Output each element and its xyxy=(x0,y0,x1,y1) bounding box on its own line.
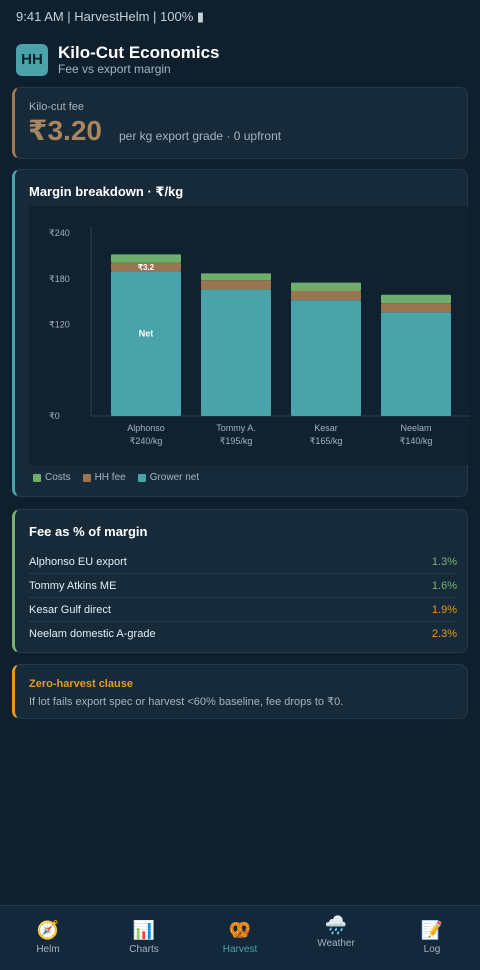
x-tick-label: Alphonso xyxy=(127,423,165,433)
clause-text: If lot fails export spec or harvest <60%… xyxy=(29,696,344,708)
bottom-nav: 🧭 Helm 📊 Charts 🥨 Harvest 🌧️ Weather 📝 Log xyxy=(0,905,480,970)
bar-costs xyxy=(201,273,271,281)
y-tick-label: ₹120 xyxy=(49,320,70,330)
net-data-label: Net xyxy=(139,328,154,338)
margin-chart-svg: ₹240 ₹180 ₹120 ₹0 Alphonso ₹240/kg Tommy A. ₹19… xyxy=(49,226,470,446)
bar-grower-net xyxy=(201,289,271,416)
list-item-label: Kesar Gulf direct xyxy=(29,603,111,616)
bar-hh-fee xyxy=(381,303,451,313)
page-subtitle: Fee vs export margin xyxy=(58,62,171,76)
margin-chart: ₹240 ₹180 ₹120 ₹0 Alphonso ₹240/kg Tommy A. ₹19… xyxy=(29,206,470,465)
legend-swatch xyxy=(33,473,41,482)
bar-grower-net xyxy=(381,312,451,416)
nav-label: Charts xyxy=(129,944,159,955)
legend-item: HH fee xyxy=(82,472,126,483)
bar-costs xyxy=(291,282,361,291)
x-tick-sublabel: ₹165/kg xyxy=(310,436,343,446)
list-item-label: Neelam domestic A-grade xyxy=(29,628,156,640)
legend-item: Costs xyxy=(33,472,71,483)
legend-label: Costs xyxy=(45,472,71,483)
list-item-value: 1.3% xyxy=(431,555,457,568)
nav-item-helm[interactable]: 🧭 Helm xyxy=(0,906,96,970)
y-tick-label: ₹0 xyxy=(49,411,60,421)
bar-costs xyxy=(381,294,451,304)
nav-item-weather[interactable]: 🌧️ Weather xyxy=(288,906,384,970)
app-header: HH Kilo-Cut Economics Fee vs export marg… xyxy=(16,43,220,76)
status-bar: 9:41 AM | HarvestHelm | 100% ▮ xyxy=(16,9,205,24)
harvest-icon: 🥨 xyxy=(228,920,252,940)
list-item: Kesar Gulf direct 1.9% xyxy=(29,598,457,622)
bar-grower-net xyxy=(291,300,361,416)
fee-note: per kg export grade · 0 upfront xyxy=(119,129,282,143)
charts-icon: 📊 xyxy=(132,920,156,940)
bar-grower-net xyxy=(111,271,181,416)
nav-label: Weather xyxy=(317,938,355,949)
bar-hh-fee xyxy=(291,290,361,301)
margin-card-title: Margin breakdown · ₹/kg xyxy=(29,184,184,199)
nav-item-log[interactable]: 📝 Log xyxy=(384,906,480,970)
list-item: Neelam domestic A-grade 2.3% xyxy=(29,622,457,646)
x-tick-label: Neelam xyxy=(400,423,431,433)
list-item-value: 2.3% xyxy=(431,628,457,640)
list-item-label: Alphonso EU export xyxy=(29,555,127,568)
nav-label: Harvest xyxy=(222,944,258,955)
y-tick-label: ₹180 xyxy=(49,274,70,284)
legend-item: Grower net xyxy=(137,472,200,483)
legend-label: HH fee xyxy=(94,472,126,483)
nav-label: Helm xyxy=(36,944,60,955)
zero-harvest-clause-card: Zero-harvest clause If lot fails export … xyxy=(12,664,468,719)
app-logo: HH xyxy=(16,43,48,76)
legend-label: Grower net xyxy=(149,472,200,483)
nav-item-charts[interactable]: 📊 Charts xyxy=(96,906,192,970)
fee-value: ₹3.20 xyxy=(28,115,102,146)
log-icon: 📝 xyxy=(420,920,444,940)
x-tick-sublabel: ₹240/kg xyxy=(130,436,163,446)
fee-data-label: ₹3.2 xyxy=(138,263,155,272)
helm-icon: 🧭 xyxy=(36,920,60,940)
list-item-value: 1.9% xyxy=(431,603,457,616)
legend-swatch xyxy=(82,473,91,482)
x-tick-sublabel: ₹140/kg xyxy=(400,436,433,446)
fee-card: Kilo-cut fee ₹3.20 per kg export grade ·… xyxy=(12,87,468,159)
list-item: Alphonso EU export 1.3% xyxy=(29,550,457,574)
margin-breakdown-card: Margin breakdown · ₹/kg ₹240 ₹180 ₹120 ₹0 Al… xyxy=(12,169,470,497)
fee-label: Kilo-cut fee xyxy=(29,101,85,113)
nav-item-harvest[interactable]: 🥨 Harvest xyxy=(192,906,288,970)
list-item-value: 1.6% xyxy=(431,579,457,592)
page-title: Kilo-Cut Economics xyxy=(58,43,220,62)
bar-costs xyxy=(111,254,181,263)
list-item-label: Tommy Atkins ME xyxy=(29,579,117,592)
bar-hh-fee xyxy=(111,262,181,272)
x-tick-sublabel: ₹195/kg xyxy=(220,436,253,446)
chart-legend: Costs HH fee Grower net xyxy=(33,472,199,483)
fee-percent-card: Fee as % of margin Alphonso EU export 1.3… xyxy=(12,509,468,653)
fee-percent-title: Fee as % of margin xyxy=(29,524,148,539)
list-item: Tommy Atkins ME 1.6% xyxy=(29,574,457,598)
legend-swatch xyxy=(137,473,146,482)
x-tick-label: Kesar xyxy=(314,423,338,433)
x-tick-label: Tommy A. xyxy=(216,423,256,433)
y-tick-label: ₹240 xyxy=(49,228,70,238)
clause-title: Zero-harvest clause xyxy=(29,678,133,690)
nav-label: Log xyxy=(423,944,441,955)
weather-icon: 🌧️ xyxy=(324,915,348,935)
header-titles: Kilo-Cut Economics Fee vs export margin xyxy=(58,43,220,76)
fee-percent-list: Alphonso EU export 1.3% Tommy Atkins ME 1.6… xyxy=(29,550,457,646)
bar-hh-fee xyxy=(201,280,271,290)
